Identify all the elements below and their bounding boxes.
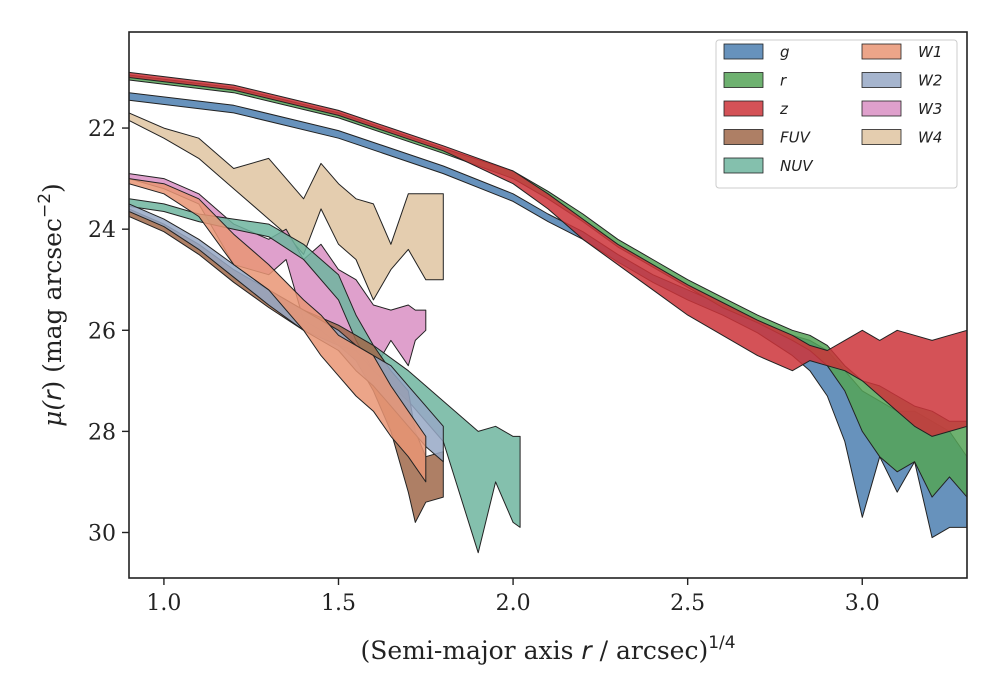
legend-swatch-r xyxy=(723,72,764,88)
legend-label-z: z xyxy=(779,100,789,118)
legend-label-w2: W2 xyxy=(918,72,942,90)
series-band-w4 xyxy=(129,112,444,301)
legend-label-w4: W4 xyxy=(918,129,942,147)
legend-label-w1: W1 xyxy=(918,43,942,61)
legend-swatch-w1 xyxy=(861,43,902,60)
y-axis-label: μ(r) (mag arcsec−2) xyxy=(35,183,67,427)
legend-swatch-z xyxy=(723,100,764,117)
y-tick-label: 24 xyxy=(88,218,116,243)
x-tick-label: 3.0 xyxy=(845,591,880,616)
x-axis-label: (Semi-major axis r / arcsec)1/4 xyxy=(360,633,735,665)
series-band-nuv xyxy=(129,198,521,554)
legend-swatch-w3 xyxy=(861,100,902,117)
series-bands xyxy=(129,71,967,554)
legend-swatch-w2 xyxy=(861,72,902,88)
y-axis: 22 24 26 28 30 xyxy=(88,117,129,547)
legend-swatch-g xyxy=(723,43,764,60)
plot-frame xyxy=(128,31,968,579)
legend-swatch-nuv xyxy=(723,157,764,174)
y-tick-label: 22 xyxy=(88,117,116,142)
series-band-z xyxy=(129,71,967,437)
x-axis: 1.0 1.5 2.0 2.5 3.0 xyxy=(146,578,880,616)
y-tick-label: 26 xyxy=(88,319,116,344)
x-tick-label: 2.0 xyxy=(496,591,531,616)
legend-swatch-w4 xyxy=(861,129,902,145)
x-tick-label: 1.5 xyxy=(321,591,356,616)
legend-label-r: r xyxy=(780,72,787,90)
legend-label-fuv: FUV xyxy=(780,129,812,147)
series-band-w1 xyxy=(129,178,427,483)
x-tick-label: 2.5 xyxy=(670,591,705,616)
y-tick-label: 28 xyxy=(88,420,116,445)
legend-swatch-fuv xyxy=(723,129,764,145)
legend-label-g: g xyxy=(780,43,790,61)
legend-label-nuv: NUV xyxy=(780,157,814,175)
legend-label-w3: W3 xyxy=(918,100,942,118)
x-tick-label: 1.0 xyxy=(146,591,181,616)
y-tick-label: 30 xyxy=(88,522,116,547)
legend: grz FUV NUV W1 W2 W3 W4 xyxy=(715,39,958,189)
